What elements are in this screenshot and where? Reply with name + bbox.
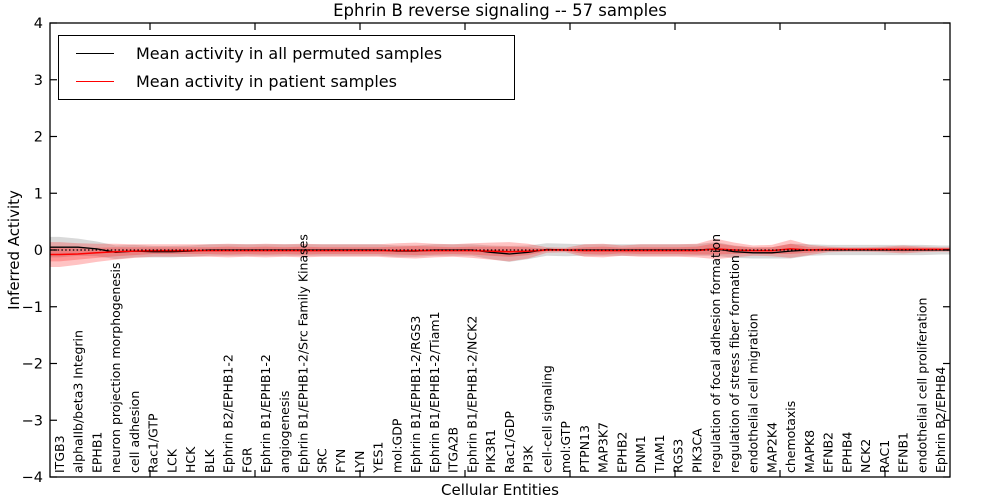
x-category-label: BLK <box>202 448 217 473</box>
y-tick-label: −3 <box>22 413 43 429</box>
x-category-label: TIAM1 <box>652 434 667 474</box>
x-category-label: chemotaxis <box>783 401 798 473</box>
x-category-label: cell adhesion <box>127 391 142 473</box>
x-category-label: LYN <box>352 451 367 473</box>
x-category-label: regulation of stress fiber formation <box>727 255 742 473</box>
x-category-label: EFNB1 <box>896 432 911 473</box>
y-tick-label: 3 <box>34 73 43 89</box>
y-axis-label: Inferred Activity <box>5 190 23 310</box>
x-category-label: endothelial cell proliferation <box>914 298 929 473</box>
x-category-label: RGS3 <box>671 439 686 473</box>
x-category-label: cell-cell signaling <box>539 365 554 473</box>
x-category-label: SRC <box>314 448 329 473</box>
x-category-label: Ephrin B1/EPHB1-2/RGS3 <box>408 316 423 473</box>
x-category-label: mol:GTP <box>558 421 573 473</box>
x-category-label: Ephrin B1/EPHB1-2 <box>258 354 273 473</box>
x-category-label: FYN <box>333 449 348 473</box>
y-tick-label: 1 <box>34 186 43 202</box>
y-tick-label: −4 <box>22 470 43 486</box>
y-tick-label: −1 <box>22 300 43 316</box>
legend-label-permuted: Mean activity in all permuted samples <box>136 44 443 64</box>
x-category-label: EPHB2 <box>614 432 629 473</box>
x-category-label: Ephrin B2/EPHB1-2 <box>221 354 236 473</box>
x-category-label: regulation of focal adhesion formation <box>708 234 723 473</box>
y-tick-label: −2 <box>22 357 43 373</box>
x-axis-label: Cellular Entities <box>441 481 559 499</box>
patient-line-sample-icon <box>76 80 114 82</box>
x-category-label: DNM1 <box>633 435 648 473</box>
x-category-label: EPHB1 <box>89 432 104 473</box>
legend-label-patient: Mean activity in patient samples <box>136 71 397 91</box>
x-category-label: neuron projection morphogenesis <box>108 262 123 473</box>
x-category-label: mol:GDP <box>389 418 404 473</box>
x-category-label: Rac1/GTP <box>146 413 161 473</box>
x-category-label: YES1 <box>371 442 386 474</box>
x-category-label: RAC1 <box>877 440 892 473</box>
x-category-label: alphaIIb/beta3 Integrin <box>71 330 86 473</box>
x-category-label: PI3K <box>521 445 536 473</box>
x-category-label: HCK <box>183 446 198 473</box>
x-category-label: PTPN13 <box>577 425 592 473</box>
legend-item-patient: Mean activity in patient samples <box>76 72 514 91</box>
x-category-label: MAP2K4 <box>764 422 779 473</box>
patient-range-inner-band <box>50 243 950 262</box>
x-category-label: LCK <box>164 448 179 473</box>
legend: Mean activity in all permuted samples Me… <box>58 35 515 100</box>
x-category-label: ITGB3 <box>52 435 67 473</box>
y-tick-label: 0 <box>34 243 43 259</box>
permuted-range-band <box>50 236 950 262</box>
y-tick-label: 2 <box>34 130 43 146</box>
x-category-label: EPHB4 <box>839 432 854 473</box>
x-category-label: angiogenesis <box>277 391 292 473</box>
x-category-label: NCK2 <box>858 439 873 473</box>
legend-item-permuted: Mean activity in all permuted samples <box>76 44 514 63</box>
x-category-label: MAP3K7 <box>596 422 611 473</box>
x-category-label: Ephrin B2/EPHB4 <box>933 367 948 473</box>
x-category-label: PIK3CA <box>689 428 704 473</box>
chart-title: Ephrin B reverse signaling -- 57 samples <box>333 1 667 20</box>
x-category-label: Ephrin B1/EPHB1-2/Tiam1 <box>427 311 442 473</box>
x-category-label: endothelial cell migration <box>746 313 761 473</box>
x-category-label: PIK3R1 <box>483 429 498 473</box>
x-category-label: Ephrin B1/EPHB1-2/Src Family Kinases <box>296 234 311 473</box>
permuted-line-sample-icon <box>76 53 114 55</box>
x-category-label: Rac1/GDP <box>502 411 517 473</box>
x-category-label: FGR <box>239 447 254 473</box>
x-category-label: Ephrin B1/EPHB1-2/NCK2 <box>464 316 479 473</box>
y-tick-label: 4 <box>34 16 43 32</box>
x-category-label: ITGA2B <box>446 427 461 473</box>
x-category-label: MAPK8 <box>802 430 817 473</box>
x-category-label: EFNB2 <box>821 432 836 473</box>
